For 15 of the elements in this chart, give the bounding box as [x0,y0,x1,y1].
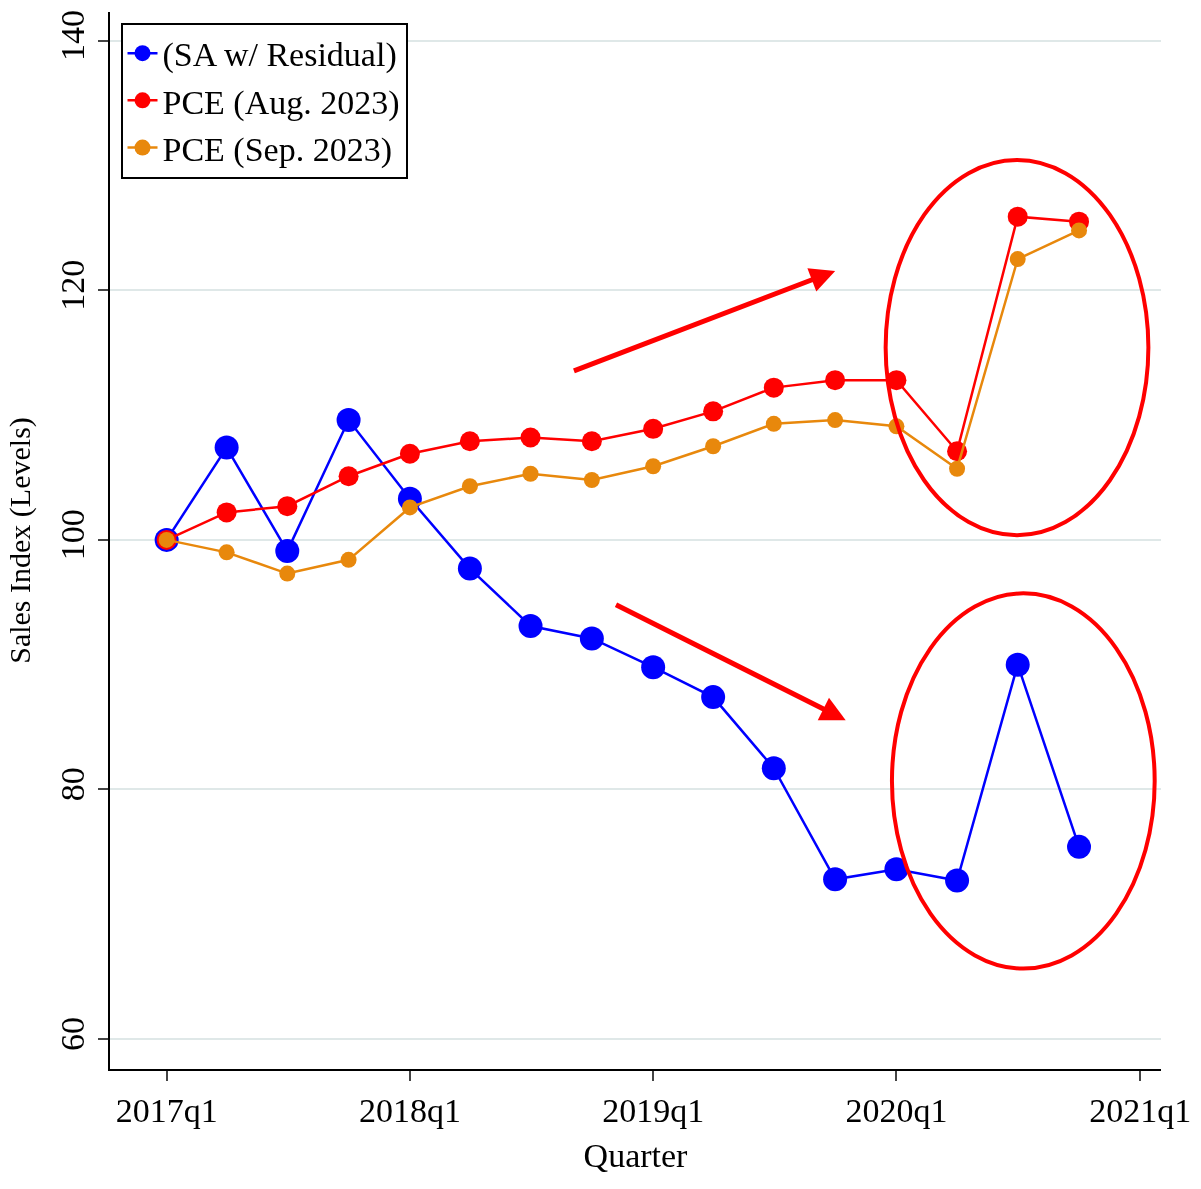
y-tick-label: 120 [54,259,92,311]
x-tick-label: 2018q1 [358,1091,461,1129]
y-tick-label: 100 [54,509,92,561]
y-tick-label: 140 [54,10,92,62]
legend-label: PCE (Sep. 2023) [162,130,393,169]
x-tick-label: 2019q1 [602,1091,705,1129]
x-tick-label: 2020q1 [845,1091,948,1129]
x-tick-label: 2017q1 [115,1091,218,1129]
legend-label: PCE (Aug. 2023) [162,83,400,122]
y-tick-label: 80 [54,767,92,802]
x-axis-title: Quarter [583,1136,689,1174]
y-axis-title: Sales Index (Levels) [2,417,37,664]
x-tick-label: 2021q1 [1089,1091,1192,1129]
y-tick-label: 60 [54,1016,92,1051]
legend-label: (SA w/ Residual) [162,36,397,75]
